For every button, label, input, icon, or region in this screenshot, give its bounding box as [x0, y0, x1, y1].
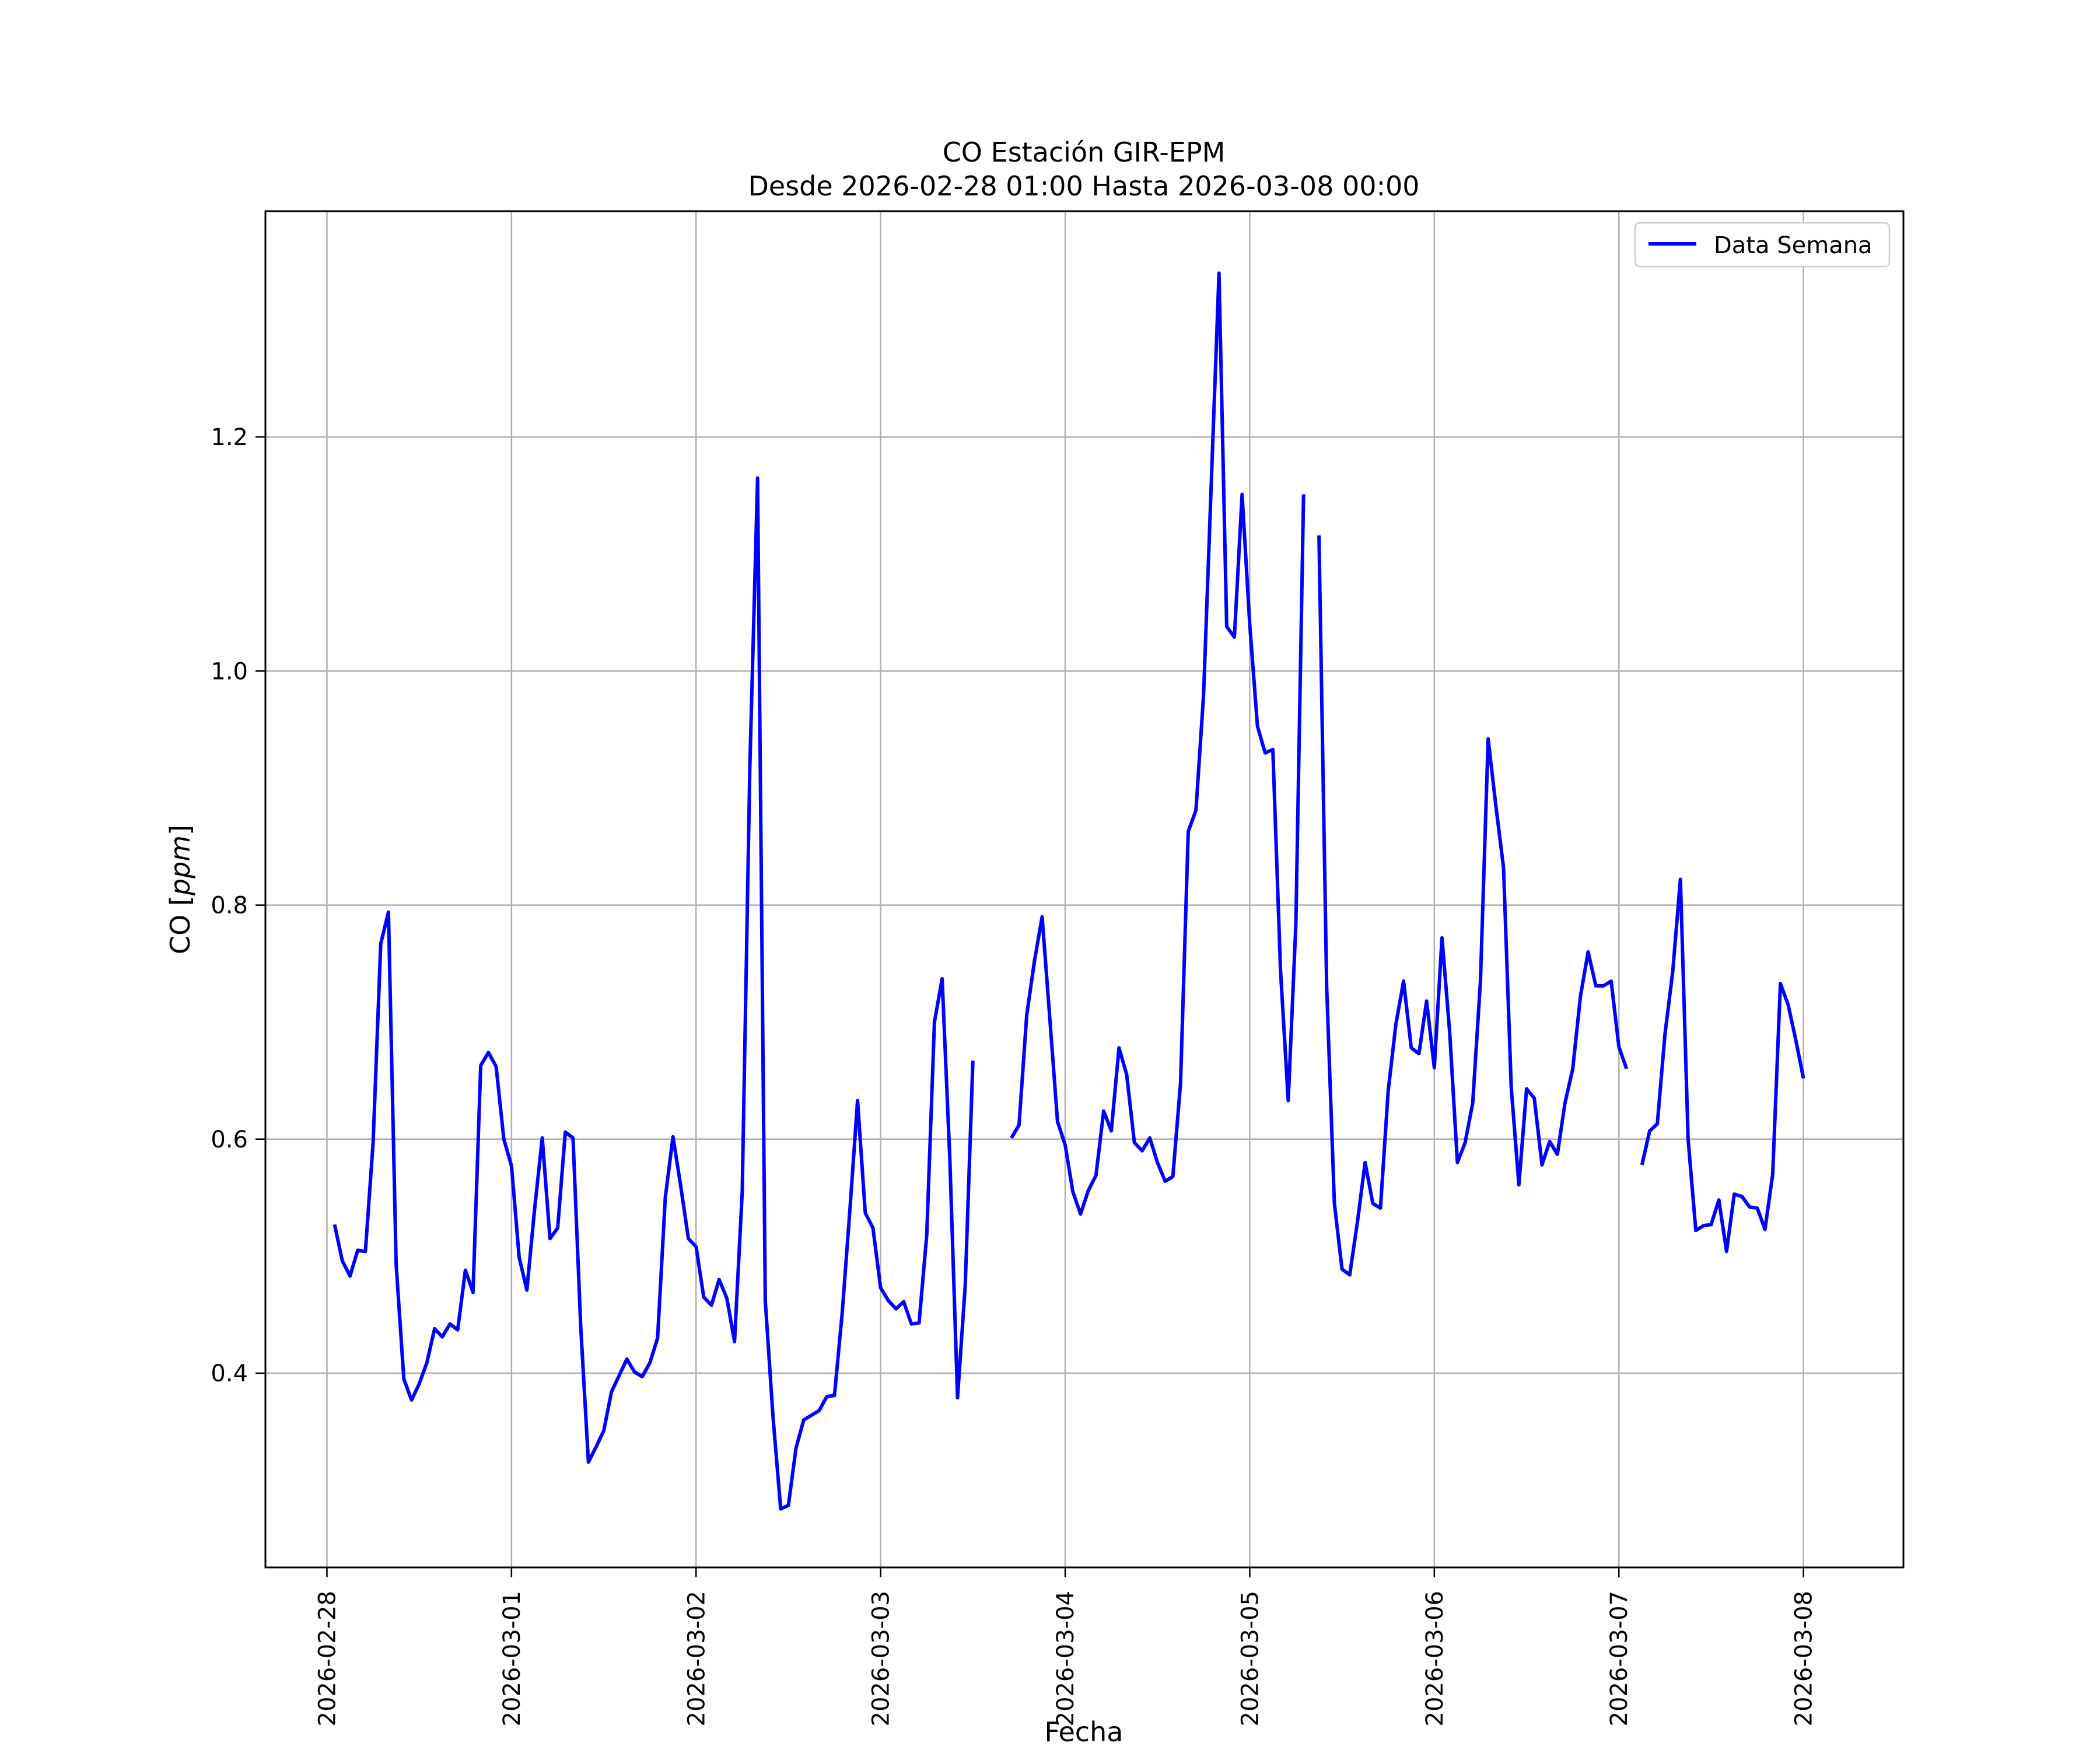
chart-subtitle: Desde 2026-02-28 01:00 Hasta 2026-03-08 …: [748, 170, 1419, 202]
x-axis-label: Fecha: [1045, 1716, 1124, 1748]
legend: Data Semana: [1634, 222, 1891, 268]
y-axis-label-suffix: ]: [164, 825, 196, 835]
y-tick-label: 0.8: [211, 892, 248, 919]
series-line-segment: [1317, 535, 1629, 1277]
legend-box: [1634, 222, 1891, 268]
chart-title: CO Estación GIR-EPM: [943, 136, 1226, 168]
x-tick-label: 2026-02-28: [314, 1591, 341, 1726]
x-tick-label: 2026-03-04: [1052, 1591, 1079, 1726]
legend-label-data-semana: Data Semana: [1714, 232, 1873, 259]
plot-area-frame: [264, 210, 1905, 1569]
x-tick-label: 2026-03-02: [683, 1591, 710, 1726]
axis-ticks: 2026-02-28 2026-03-01 2026-03-02 2026-03-03…: [211, 424, 1817, 1726]
y-axis-label-prefix: CO [: [164, 895, 196, 954]
y-tick-label: 0.6: [211, 1126, 248, 1153]
y-tick-label: 0.4: [211, 1360, 248, 1387]
data-semana-series: [332, 271, 1805, 1511]
x-tick-label: 2026-03-07: [1606, 1591, 1633, 1726]
y-tick-label: 1.2: [211, 424, 248, 451]
x-tick-label: 2026-03-05: [1237, 1591, 1264, 1726]
x-tick-label: 2026-03-03: [868, 1591, 895, 1726]
x-tick-label: 2026-03-08: [1791, 1591, 1818, 1726]
y-tick-label: 1.0: [211, 658, 248, 685]
x-tick-label: 2026-03-06: [1422, 1591, 1448, 1726]
grid-lines: [265, 211, 1903, 1567]
y-axis-label: CO [ppm]: [164, 825, 196, 954]
x-tick-label: 2026-03-01: [499, 1591, 526, 1726]
series-line-segment: [1010, 271, 1306, 1216]
series-line-segment: [332, 476, 975, 1511]
y-axis-label-unit: ppm: [164, 835, 196, 896]
series-line-segment: [1640, 877, 1805, 1254]
